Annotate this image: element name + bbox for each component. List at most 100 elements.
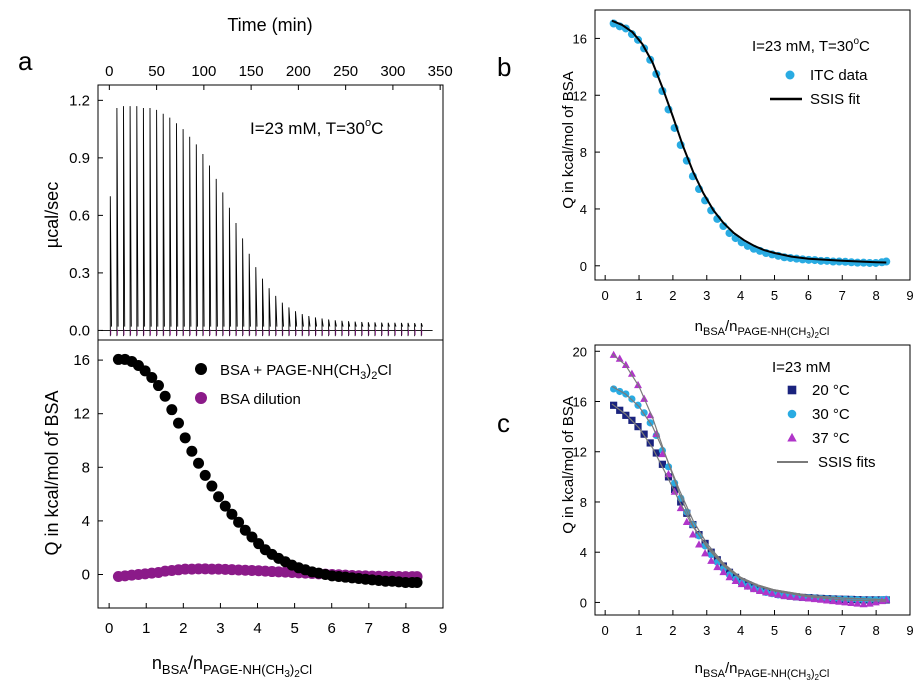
injection-peak: [189, 136, 192, 331]
y-tick-label: 16: [73, 352, 90, 369]
x-tick-label: 8: [873, 623, 880, 638]
x-tick-label: 50: [148, 63, 165, 80]
data-point: [774, 590, 783, 598]
data-point: [749, 584, 758, 593]
plot-frame-b: [594, 9, 911, 281]
legend-a-bottom: BSA + PAGE-NH(CH3)2Cl BSA dilution: [195, 362, 392, 408]
injection-peak: [209, 165, 212, 331]
data-point: [719, 567, 728, 576]
x-tick-label: 5: [771, 288, 778, 303]
data-point: [239, 524, 251, 536]
injection-peak: [308, 315, 311, 331]
x-tick-label: 6: [805, 623, 812, 638]
x-tick-label: 1: [142, 620, 150, 637]
legend-label: ITC data: [810, 67, 868, 84]
axis-frame: [594, 344, 911, 616]
injection-peak: [301, 314, 304, 331]
data-point: [829, 596, 838, 605]
legend-marker: [787, 385, 797, 395]
legend-label: SSIS fits: [818, 454, 876, 471]
panel-label-a: a: [18, 46, 33, 76]
injection-peak: [109, 196, 112, 331]
x-tick-label: 9: [439, 620, 447, 637]
y-tick-label: 0.0: [69, 322, 90, 339]
data-point: [707, 556, 716, 564]
y-tick-label: 0: [82, 567, 90, 584]
annotation-b-sup: o: [853, 36, 859, 47]
injection-peak: [268, 288, 271, 331]
fit-line: [611, 385, 887, 601]
data-point: [193, 457, 205, 469]
x-tick-label: 2: [669, 288, 676, 303]
data-point: [246, 531, 258, 543]
data-point: [755, 586, 764, 595]
data-point: [226, 508, 238, 520]
x-tick-label: 9: [906, 288, 913, 303]
injection-peak: [281, 302, 284, 331]
injection-peak: [354, 321, 357, 331]
legend-marker: [787, 432, 797, 442]
injection-peak: [182, 129, 185, 331]
data-point: [152, 380, 164, 392]
injection-peak: [195, 144, 198, 331]
x-tick-label: 8: [402, 620, 410, 637]
y-tick-label: 20: [573, 344, 587, 359]
data-point: [768, 589, 777, 597]
y-tick-label: 16: [573, 31, 587, 46]
data-points-c: [609, 350, 891, 608]
data-point: [701, 549, 710, 557]
y-tick-label: 8: [580, 495, 587, 510]
x-tick-label: 6: [805, 288, 812, 303]
axis-frame: [97, 339, 444, 609]
y-tick-label: 0.6: [69, 207, 90, 224]
legend-label: BSA dilution: [220, 391, 301, 408]
injection-peak: [222, 192, 225, 331]
axis-frame: [594, 9, 911, 281]
y-tick-label: 0.9: [69, 150, 90, 167]
injection-peak: [202, 153, 205, 331]
x-tick-label: 2: [669, 623, 676, 638]
x-tick-label: 2: [179, 620, 187, 637]
data-point: [713, 562, 722, 571]
x-tick-label: 100: [191, 63, 216, 80]
y-axis-title-c: Q in kcal/mol of BSA: [560, 396, 577, 534]
data-point: [640, 430, 648, 438]
annotation-b-unit: C: [859, 38, 870, 55]
injection-peak: [162, 113, 165, 331]
injection-peak: [176, 123, 179, 331]
data-point: [725, 573, 734, 581]
data-point: [677, 498, 685, 506]
injection-peak: [407, 322, 410, 331]
x-tick-label: 8: [873, 288, 880, 303]
data-point: [871, 598, 880, 606]
x-tick-label: 200: [286, 63, 311, 80]
injection-peak: [262, 278, 265, 331]
data-point: [627, 30, 636, 39]
injection-peak: [149, 107, 152, 331]
x-tick-label: 5: [290, 620, 298, 637]
annotation-a-top-text: I=23 mM, T=30: [250, 119, 365, 138]
ticks-c: [595, 350, 911, 615]
injection-peak: [314, 317, 318, 331]
fit-line: [611, 19, 887, 264]
data-point: [199, 469, 211, 481]
x-tick-label: 9: [906, 623, 913, 638]
injection-peak: [420, 322, 423, 331]
data-point: [658, 449, 667, 458]
data-point: [810, 594, 819, 603]
data-points-b: [609, 19, 891, 267]
injection-peak: [255, 267, 258, 331]
data-point: [823, 596, 831, 604]
data-point: [652, 449, 660, 457]
x-tick-label: 1: [635, 623, 642, 638]
injection-peak: [341, 320, 344, 331]
x-tick-label: 0: [602, 288, 609, 303]
x-tick-label: 5: [771, 623, 778, 638]
data-point: [233, 516, 245, 528]
data-point: [737, 579, 746, 588]
